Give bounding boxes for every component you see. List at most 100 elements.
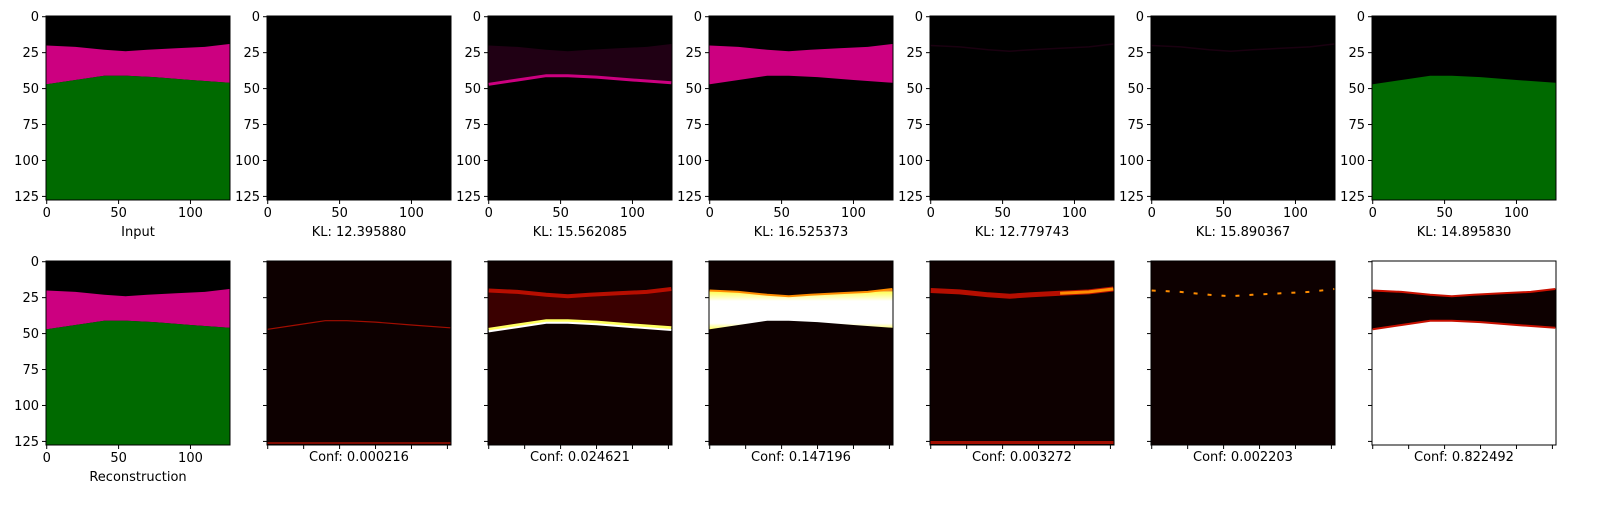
panel-r0-c1: 0 50 100 0 25 50 75 100 125 KL: 12.395880 <box>235 10 452 240</box>
panel-r0-c6: 0 50 100 0 25 50 75 100 125 KL: 14.895830 <box>1340 10 1557 240</box>
heat-upper-edge <box>1372 288 1556 298</box>
heat-upper-edge <box>709 288 893 298</box>
green-region <box>46 320 230 445</box>
green-region <box>46 75 230 200</box>
y-tick-label: 125 <box>14 435 39 450</box>
heat-lower-edge <box>1372 319 1556 331</box>
panel-r1-c1: Conf: 0.000216 <box>263 260 452 465</box>
y-tick-label: 25 <box>1348 46 1365 61</box>
heat-white-top <box>1372 261 1556 297</box>
panel-label: KL: 15.890367 <box>1196 225 1291 240</box>
image-background <box>488 16 672 200</box>
y-tick-label: 125 <box>1340 190 1365 205</box>
x-tick-label: 100 <box>399 206 424 221</box>
image-background <box>709 16 893 200</box>
panel-r1-c6: Conf: 0.822492 <box>1368 260 1557 465</box>
heat-bottom-edge <box>267 442 451 444</box>
y-tick-label: 75 <box>906 118 923 133</box>
panel-label: Conf: 0.024621 <box>530 450 630 465</box>
y-tick-label: 0 <box>694 10 702 25</box>
x-tick-label: 0 <box>485 206 493 221</box>
heat-band <box>709 289 893 330</box>
heat-band-dim <box>488 289 672 330</box>
axes-frame <box>45 15 231 201</box>
y-tick-label: 50 <box>22 82 39 97</box>
axes-frame <box>266 15 452 201</box>
faint-magenta-band <box>488 44 672 85</box>
y-tick-label: 75 <box>22 363 39 378</box>
axes-frame <box>929 15 1115 201</box>
y-tick-label: 75 <box>464 118 481 133</box>
panel-label: Conf: 0.000216 <box>309 450 409 465</box>
magenta-band <box>709 44 893 85</box>
magenta-region <box>46 44 230 85</box>
panel-r0-c3: 0 50 100 0 25 50 75 100 125 KL: 16.525373 <box>677 10 894 240</box>
y-tick-label: 100 <box>898 154 923 169</box>
y-tick-label: 50 <box>685 82 702 97</box>
panel-r1-c0: 0 50 100 0 25 50 75 100 125 Reconstruction <box>14 255 231 485</box>
image-background <box>1151 261 1335 445</box>
axes-frame <box>487 15 673 201</box>
y-tick-label: 125 <box>235 190 260 205</box>
y-tick-label: 125 <box>14 190 39 205</box>
axes-frame <box>1371 15 1557 201</box>
x-tick-label: 50 <box>1215 206 1232 221</box>
faint-boundary <box>1151 43 1335 52</box>
y-tick-label: 50 <box>906 82 923 97</box>
panel-label: KL: 12.395880 <box>312 225 407 240</box>
y-tick-label: 25 <box>464 46 481 61</box>
axes-frame <box>45 260 231 446</box>
x-tick-label: 0 <box>43 451 51 466</box>
green-region <box>1372 75 1556 200</box>
heat-upper-boundary <box>488 287 672 299</box>
y-tick-label: 100 <box>1340 154 1365 169</box>
x-tick-label: 0 <box>1369 206 1377 221</box>
x-tick-label: 100 <box>178 451 203 466</box>
axes-frame <box>708 15 894 201</box>
y-tick-label: 25 <box>1127 46 1144 61</box>
panel-label: Conf: 0.147196 <box>751 450 851 465</box>
panel-label: KL: 12.779743 <box>975 225 1070 240</box>
y-tick-label: 25 <box>906 46 923 61</box>
axes-frame <box>1150 260 1336 446</box>
panel-r0-c0: 0 50 100 0 25 50 75 100 125 Input <box>14 10 231 240</box>
panel-label: Reconstruction <box>89 470 186 485</box>
y-tick-label: 100 <box>14 399 39 414</box>
y-tick-label: 100 <box>677 154 702 169</box>
panel-r0-c2: 0 50 100 0 25 50 75 100 125 KL: 15.562085 <box>456 10 673 240</box>
x-tick-label: 100 <box>1283 206 1308 221</box>
y-tick-label: 50 <box>1348 82 1365 97</box>
x-tick-label: 50 <box>773 206 790 221</box>
x-tick-label: 50 <box>552 206 569 221</box>
x-tick-label: 50 <box>331 206 348 221</box>
y-tick-label: 75 <box>22 118 39 133</box>
y-tick-label: 50 <box>243 82 260 97</box>
heat-upper-boundary-hot <box>1060 287 1114 295</box>
panel-label: Input <box>121 225 155 240</box>
x-tick-label: 50 <box>110 451 127 466</box>
y-tick-label: 75 <box>1348 118 1365 133</box>
image-background <box>930 16 1114 200</box>
y-tick-label: 100 <box>235 154 260 169</box>
x-tick-label: 50 <box>110 206 127 221</box>
y-tick-label: 75 <box>243 118 260 133</box>
panel-r0-c5: 0 50 100 0 25 50 75 100 125 KL: 15.890367 <box>1119 10 1336 240</box>
image-background <box>930 261 1114 445</box>
panel-label: Conf: 0.822492 <box>1414 450 1514 465</box>
y-tick-label: 50 <box>464 82 481 97</box>
x-tick-label: 100 <box>1504 206 1529 221</box>
y-tick-label: 0 <box>915 10 923 25</box>
heat-lower-boundary-core <box>488 321 672 333</box>
y-tick-label: 0 <box>31 10 39 25</box>
x-tick-label: 0 <box>706 206 714 221</box>
x-tick-label: 100 <box>620 206 645 221</box>
y-tick-label: 25 <box>22 46 39 61</box>
y-tick-label: 100 <box>14 154 39 169</box>
panel-r1-c2: Conf: 0.024621 <box>484 260 673 465</box>
x-tick-label: 100 <box>178 206 203 221</box>
panel-r1-c5: Conf: 0.002203 <box>1147 260 1336 465</box>
magenta-region <box>46 289 230 330</box>
panel-label: KL: 15.562085 <box>533 225 628 240</box>
y-tick-label: 125 <box>677 190 702 205</box>
